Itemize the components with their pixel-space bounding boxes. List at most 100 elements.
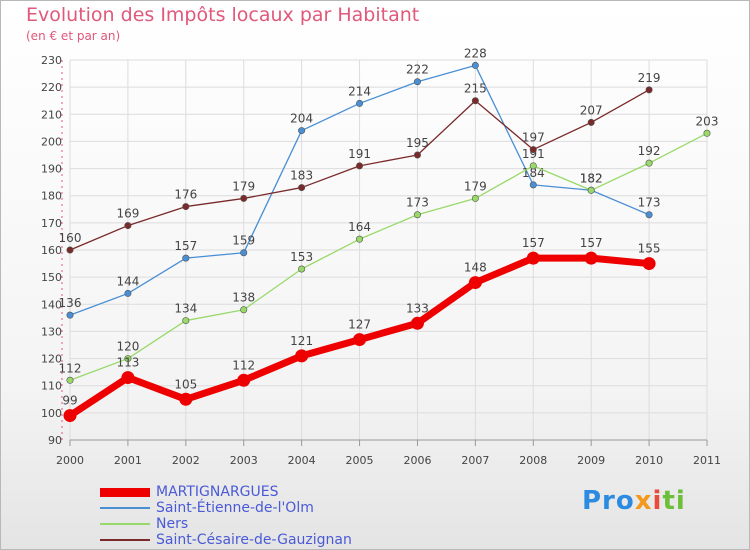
x-tick-label: 2007 [461,454,489,467]
data-label: 155 [638,242,661,256]
legend-label: MARTIGNARGUES [156,484,279,500]
legend-item-ners: Ners [100,516,352,532]
data-label: 157 [580,236,603,250]
data-label: 203 [696,114,719,128]
data-point [295,349,309,363]
y-tick-label: 110 [41,380,62,393]
data-label: 207 [580,103,603,117]
data-point [237,373,251,387]
data-label: 112 [232,358,255,372]
data-point [66,376,74,384]
y-tick-label: 160 [41,244,62,257]
data-label: 195 [406,136,429,150]
data-point [182,203,190,211]
y-tick-label: 90 [48,434,62,447]
data-point [526,251,540,265]
data-point [182,317,190,325]
data-label: 99 [62,394,77,408]
data-label: 113 [116,356,139,370]
chart-subtitle: (en € et par an) [26,29,121,43]
data-point [356,99,364,107]
data-label: 121 [290,334,313,348]
data-point [240,306,248,314]
y-tick-label: 100 [41,407,62,420]
chart-title: Evolution des Impôts locaux par Habitant [26,4,420,26]
data-label: 120 [116,340,139,354]
y-tick-label: 140 [41,298,62,311]
x-tick-label: 2011 [693,454,721,467]
data-label: 157 [174,239,197,253]
data-label: 222 [406,63,429,77]
data-point [587,186,595,194]
data-point [413,211,421,219]
y-tick-label: 220 [41,81,62,94]
data-point [124,355,132,363]
legend-swatch [100,539,150,541]
data-point [529,146,537,154]
data-point [587,118,595,126]
data-point [240,249,248,257]
data-point [645,86,653,94]
data-point [529,162,537,170]
data-label: 215 [464,82,487,96]
data-point [298,265,306,273]
x-tick-label: 2006 [403,454,431,467]
data-point [471,194,479,202]
data-point [63,409,77,423]
data-label: 179 [232,179,255,193]
data-label: 138 [232,291,255,305]
data-point [66,246,74,254]
data-label: 133 [406,301,429,315]
x-tick-label: 2002 [172,454,200,467]
data-point [413,151,421,159]
data-label: 197 [522,131,545,145]
data-label: 228 [464,46,487,60]
x-tick-label: 2005 [346,454,374,467]
data-point [356,235,364,243]
data-label: 173 [406,196,429,210]
x-tick-label: 2003 [230,454,258,467]
y-tick-label: 180 [41,190,62,203]
x-tick-label: 2008 [519,454,547,467]
data-point [182,254,190,262]
data-point [413,78,421,86]
data-point [410,316,424,330]
x-tick-label: 2004 [288,454,316,467]
data-label: 159 [232,234,255,248]
x-tick-label: 2001 [114,454,142,467]
x-tick-label: 2010 [635,454,663,467]
data-label: 192 [638,144,661,158]
legend-swatch [100,523,150,525]
x-tick-label: 2009 [577,454,605,467]
series-line [69,132,708,381]
data-point [124,289,132,297]
data-label: 176 [174,188,197,202]
data-point [468,276,482,290]
data-point [584,251,598,265]
data-point [703,129,711,137]
data-point [642,257,656,271]
legend-label: Saint-Césaire-de-Gauzignan [156,532,352,548]
data-label: 214 [348,84,371,98]
data-label: 112 [59,361,82,375]
data-point [645,211,653,219]
data-point [298,127,306,135]
data-point [529,181,537,189]
data-label: 148 [464,261,487,275]
data-label: 169 [116,207,139,221]
data-label: 134 [174,302,197,316]
data-point [124,222,132,230]
legend-item-saint-cesaire: Saint-Césaire-de-Gauzignan [100,532,352,548]
legend-label: Ners [156,516,189,532]
data-point [356,162,364,170]
data-point [471,61,479,69]
legend-item-martignargues: MARTIGNARGUES [100,484,352,500]
proxiti-logo: Proxiti [582,486,686,516]
data-label: 204 [290,112,313,126]
data-label: 191 [522,147,545,161]
data-label: 183 [290,169,313,183]
data-point [121,371,135,385]
data-point [471,97,479,105]
